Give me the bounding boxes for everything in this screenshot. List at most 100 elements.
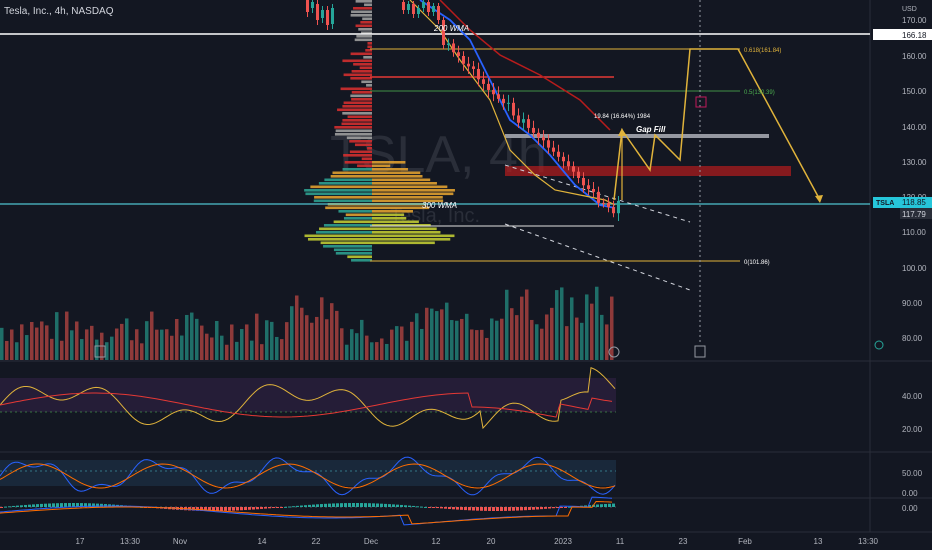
macd-bar bbox=[548, 507, 551, 509]
candle-body bbox=[562, 156, 565, 162]
profile-bar bbox=[335, 252, 372, 255]
macd-bar bbox=[564, 507, 567, 508]
volume-bar bbox=[220, 335, 224, 360]
price-pane[interactable] bbox=[0, 0, 870, 360]
fib-0-label: 0(101.86) bbox=[744, 260, 770, 266]
volume-bar bbox=[480, 329, 484, 360]
profile-bar bbox=[318, 182, 372, 185]
volume-bar bbox=[465, 313, 469, 360]
macd-bar bbox=[532, 507, 535, 510]
profile-bar bbox=[344, 161, 372, 164]
price-axis[interactable]: 170.00160.00150.00140.00130.00120.00110.… bbox=[902, 16, 927, 343]
earnings-marker-icon[interactable] bbox=[94, 345, 106, 358]
candles[interactable] bbox=[306, 0, 620, 221]
volume-bar bbox=[150, 311, 154, 360]
volume-bar bbox=[210, 337, 214, 360]
volume-profile bbox=[304, 0, 455, 262]
red-supply-zone[interactable] bbox=[505, 166, 791, 176]
settings-gear-icon[interactable] bbox=[874, 340, 884, 350]
macd-bar bbox=[384, 503, 387, 507]
macd-bar bbox=[460, 507, 463, 510]
candle-body bbox=[442, 20, 445, 45]
volume-bar bbox=[80, 339, 84, 360]
macd-bar bbox=[296, 505, 299, 507]
profile-bar bbox=[345, 213, 372, 217]
flag-icon[interactable] bbox=[695, 96, 707, 108]
candle-body bbox=[462, 55, 465, 64]
macd-bar bbox=[424, 506, 427, 508]
volume-bar bbox=[530, 319, 534, 360]
volume-bar bbox=[440, 309, 444, 360]
volume-bar bbox=[260, 344, 264, 360]
channel-lower[interactable] bbox=[504, 223, 691, 291]
time-tick: 17 bbox=[76, 537, 85, 546]
volume-bar bbox=[560, 287, 564, 360]
time-axis[interactable]: 17 13:30 Nov 14 22 Dec 12 20 2023 11 23 Feb 13 13:30 bbox=[76, 537, 879, 546]
macd-signal-line[interactable] bbox=[0, 500, 613, 525]
macd-bar bbox=[500, 507, 503, 511]
macd-bar bbox=[520, 507, 523, 511]
macd-bar bbox=[60, 503, 63, 507]
profile-bar bbox=[372, 241, 435, 245]
profile-bar bbox=[351, 91, 372, 94]
volume-bars bbox=[0, 286, 614, 360]
macd-bar bbox=[432, 507, 435, 508]
candle-body bbox=[537, 132, 540, 138]
profile-bar bbox=[323, 224, 372, 227]
macd-bar bbox=[200, 507, 203, 511]
time-tick: 14 bbox=[258, 537, 267, 546]
candle-body bbox=[492, 89, 495, 95]
price-tag-symbol: TSLA bbox=[876, 200, 894, 207]
volume-bar bbox=[50, 338, 54, 360]
macd-pane[interactable] bbox=[0, 499, 870, 531]
earnings-marker-icon[interactable] bbox=[694, 345, 706, 358]
volume-bar bbox=[525, 289, 529, 360]
candle-body bbox=[487, 83, 490, 90]
volume-bar bbox=[240, 329, 244, 360]
profile-bar bbox=[342, 59, 372, 63]
red-ma[interactable] bbox=[439, 0, 611, 131]
profile-bar bbox=[347, 255, 372, 259]
macd-bar bbox=[232, 507, 235, 511]
stoch-d-line[interactable] bbox=[0, 463, 616, 489]
macd-bar bbox=[312, 504, 315, 507]
candle-body bbox=[542, 137, 545, 141]
profile-bar bbox=[310, 185, 372, 189]
volume-bar bbox=[445, 302, 449, 360]
profile-bar bbox=[372, 189, 455, 192]
blue-ma[interactable] bbox=[419, 0, 616, 209]
profile-bar bbox=[372, 199, 444, 203]
price-tick: 150.00 bbox=[902, 87, 927, 96]
rsi-line[interactable] bbox=[0, 366, 616, 430]
profile-bar bbox=[323, 245, 372, 248]
projection-arrowhead bbox=[815, 195, 823, 203]
gap-fill-zone[interactable] bbox=[505, 134, 769, 138]
volume-bar bbox=[540, 328, 544, 360]
symbol-title[interactable]: Tesla, Inc., 4h, NASDAQ bbox=[4, 6, 114, 17]
profile-bar bbox=[325, 206, 372, 210]
dividend-marker-icon[interactable] bbox=[608, 346, 620, 358]
rsi-ma-line[interactable] bbox=[0, 392, 613, 418]
profile-bar bbox=[330, 175, 372, 178]
macd-bar bbox=[488, 507, 491, 511]
profile-bar bbox=[338, 210, 372, 213]
macd-bar bbox=[264, 507, 267, 509]
macd-bar bbox=[600, 504, 603, 507]
candle-body bbox=[502, 98, 505, 104]
macd-bar bbox=[220, 507, 223, 511]
macd-bar bbox=[556, 507, 559, 508]
candle-body bbox=[311, 2, 314, 8]
stoch-tick-50: 50.00 bbox=[902, 469, 923, 478]
time-tick: 22 bbox=[312, 537, 321, 546]
macd-bar bbox=[348, 503, 351, 507]
volume-bar bbox=[235, 341, 239, 360]
volume-bar bbox=[485, 337, 489, 360]
macd-bar bbox=[88, 503, 91, 507]
candle-body bbox=[306, 0, 309, 12]
price-tick: 160.00 bbox=[902, 52, 927, 61]
projection-path[interactable] bbox=[613, 48, 821, 201]
macd-bar bbox=[392, 504, 395, 507]
macd-line[interactable] bbox=[0, 496, 613, 526]
profile-bar bbox=[320, 241, 372, 245]
